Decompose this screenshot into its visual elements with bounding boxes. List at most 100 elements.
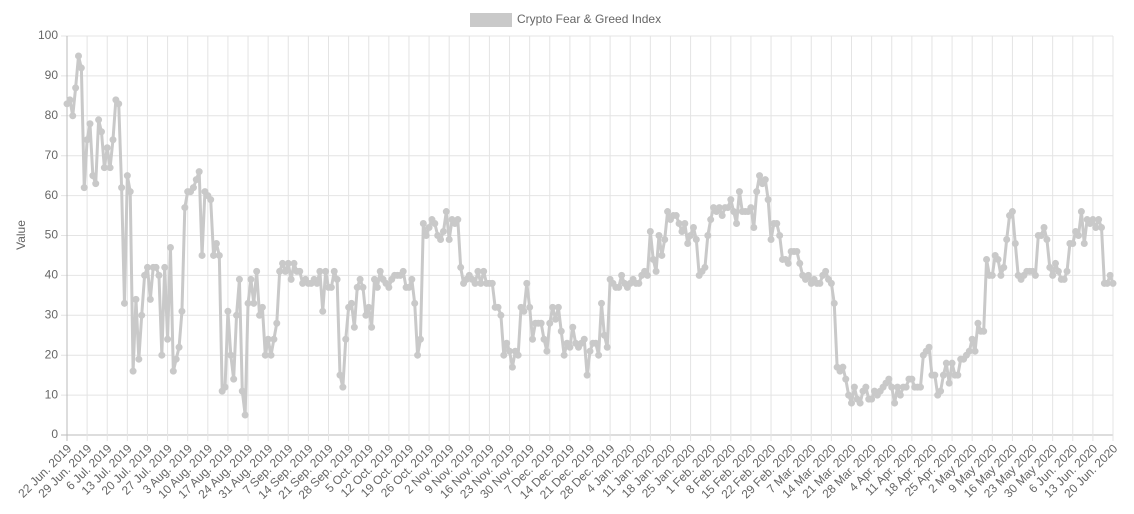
data-point [439,228,447,236]
data-point [365,303,373,311]
data-point [152,263,160,271]
data-point [793,247,801,255]
y-tick-label: 0 [51,427,58,441]
data-point [804,271,812,279]
data-point [457,263,465,271]
data-point [939,371,947,379]
data-point [1075,232,1083,239]
data-point [1106,271,1114,279]
data-point [784,259,792,267]
data-point [661,235,669,243]
data-point [523,279,531,287]
y-tick-label: 20 [45,347,59,361]
data-point [931,371,939,379]
data-point [356,275,364,283]
data-point [256,311,264,319]
y-tick-label: 10 [45,387,59,401]
data-point [822,267,830,275]
data-point [471,279,479,287]
data-point [925,343,933,351]
data-point [488,279,496,287]
data-point [888,383,896,391]
data-point [224,307,232,315]
data-point [353,283,361,291]
data-point [735,188,743,196]
data-point [733,220,741,228]
legend-label: Crypto Fear & Greed Index [517,12,661,26]
data-point [411,299,419,307]
data-point [1031,271,1039,279]
data-point [506,347,514,355]
data-point [132,295,140,303]
data-point [552,315,560,323]
data-point [994,255,1002,263]
data-point [215,251,223,259]
data-point [503,339,511,347]
data-point [678,228,686,236]
data-point [1103,279,1111,287]
data-point [158,351,166,359]
y-tick-label: 70 [45,148,59,162]
data-point [69,112,77,120]
legend: Crypto Fear & Greed Index [470,12,661,27]
data-point [230,375,238,383]
data-point [241,411,249,419]
data-point [672,212,680,220]
data-point [135,355,143,363]
data-point [566,343,574,351]
data-point [276,267,284,275]
data-point [747,204,755,212]
data-point [718,212,726,220]
data-point [264,335,272,343]
data-point [1052,259,1060,267]
data-point [359,283,367,291]
data-point [129,367,137,375]
data-point [689,224,697,232]
data-point [549,303,557,311]
data-point [842,375,850,383]
data-point [514,351,522,359]
data-point [164,335,172,343]
data-point [138,311,146,319]
data-point [862,383,870,391]
data-point [207,196,215,204]
data-point [546,319,554,327]
data-point [189,184,197,192]
data-point [540,335,548,343]
data-point [296,267,304,275]
data-point [92,180,100,188]
data-point [618,271,626,279]
data-point [603,343,611,351]
data-point [86,120,94,128]
data-point [776,232,784,239]
data-point [701,263,709,271]
data-point [845,391,853,399]
data-point [1063,267,1071,275]
data-point [569,323,577,331]
data-point [1000,263,1008,271]
data-point [290,259,298,267]
data-point [1046,263,1054,271]
data-point [319,307,327,315]
data-point [95,116,103,124]
data-point [753,188,761,196]
data-point [313,279,321,287]
data-point [658,251,666,259]
data-point [178,307,186,315]
data-point [253,267,261,275]
data-point [83,136,91,144]
data-point [1011,239,1019,247]
data-point [270,335,278,343]
data-point [126,188,134,196]
data-point [816,279,824,287]
data-point [692,235,700,243]
data-point [704,232,712,239]
data-point [597,299,605,307]
data-point [1098,224,1106,232]
data-point [109,136,117,144]
data-point [543,347,551,355]
data-point [414,351,422,359]
data-point [212,239,220,247]
data-point [267,351,275,359]
data-point [761,176,769,184]
